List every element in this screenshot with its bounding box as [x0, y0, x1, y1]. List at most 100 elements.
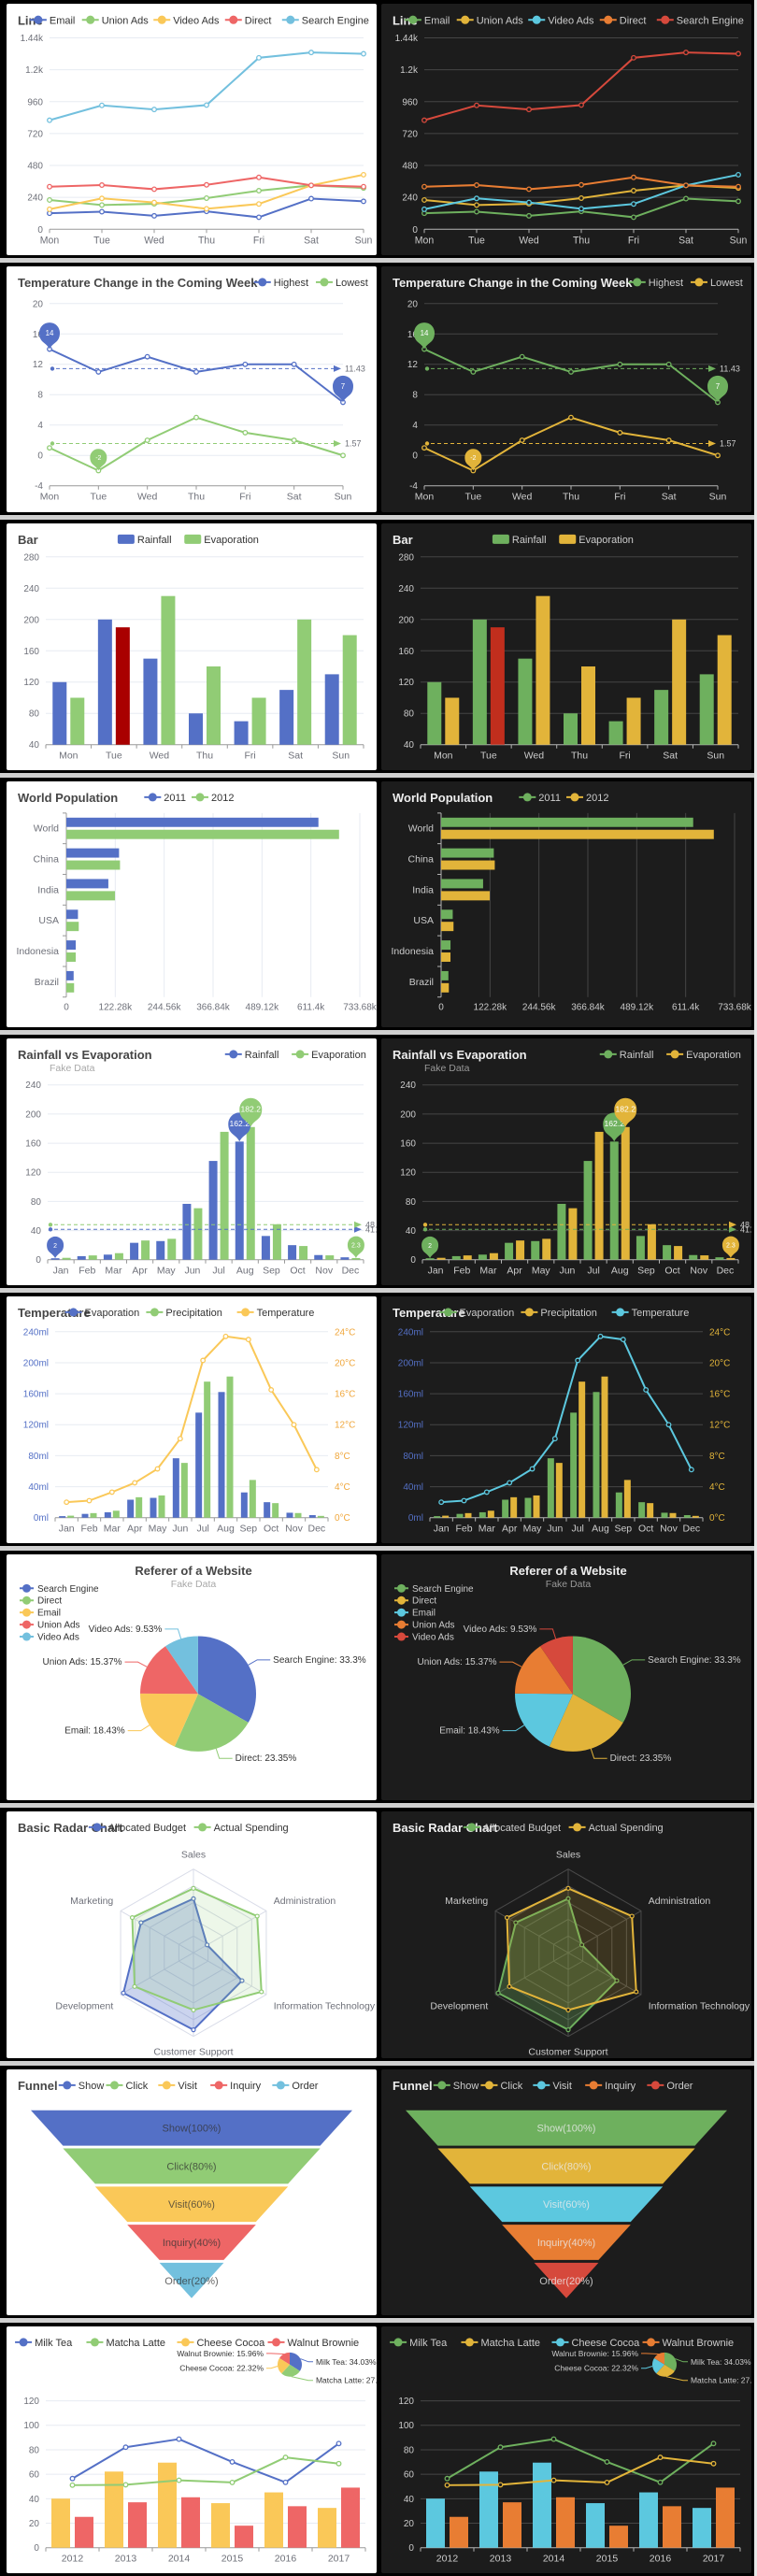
legend-item-direct[interactable]: Direct	[599, 15, 647, 26]
legend-item-evaporation[interactable]: Evaporation	[64, 1308, 140, 1319]
funnel-light-canvas[interactable]: Funnel Show Click Visit Inquiry Order Show(100…	[7, 2069, 377, 2316]
beverage-mixed-dark-canvas[interactable]: Milk Tea Matcha Latte Cheese Cocoa Walnut B…	[381, 2326, 751, 2573]
legend-item-show[interactable]: Show	[433, 2081, 479, 2092]
pie-slice-video-ads	[164, 1636, 198, 1694]
legend-item-video-ads[interactable]: Video Ads	[528, 15, 594, 26]
legend-item-allocated-budget[interactable]: Allocated Budget	[88, 1823, 186, 1834]
legend-item-walnut-brownie[interactable]: Walnut Brownie	[267, 2338, 360, 2349]
legend-item-union-ads[interactable]: Union Ads	[456, 15, 524, 26]
legend-item-search-engine[interactable]: Search Engine	[394, 1583, 474, 1594]
legend-item-video-ads[interactable]: Video Ads	[394, 1632, 454, 1642]
legend-item-order[interactable]: Order	[272, 2081, 319, 2092]
legend-item-union-ads[interactable]: Union Ads	[394, 1620, 455, 1630]
temperature-change-dark-canvas[interactable]: Temperature Change in the Coming Week Hig…	[381, 266, 751, 513]
legend-item-milk-tea[interactable]: Milk Tea	[15, 2338, 73, 2349]
legend-item-lowest[interactable]: Lowest	[315, 278, 368, 289]
legend-item-inquiry[interactable]: Inquiry	[585, 2081, 636, 2092]
legend-item-video-ads[interactable]: Video Ads	[153, 15, 220, 26]
referer-pie-dark-canvas[interactable]: Referer of a Website Fake Data Search Engi…	[381, 1554, 751, 1801]
svg-text:India: India	[37, 885, 59, 895]
legend-item-evaporation[interactable]: Evaporation	[292, 1050, 366, 1061]
legend-item-click[interactable]: Click	[480, 2081, 523, 2092]
legend-item-rainfall[interactable]: Rainfall	[492, 535, 547, 546]
line-basic-light-canvas[interactable]: Line Email Union Ads Video Ads Direct Search …	[7, 4, 377, 255]
legend-item-evaporation[interactable]: Evaporation	[184, 535, 259, 546]
legend-item-email[interactable]: Email	[394, 1608, 436, 1618]
legend-item-direct[interactable]: Direct	[20, 1596, 62, 1606]
legend-item-rainfall[interactable]: Rainfall	[224, 1050, 279, 1061]
chart-card-line-basic-dark: Line Email Union Ads Video Ads Direct Search …	[381, 4, 751, 255]
temperature-change-light-canvas[interactable]: Temperature Change in the Coming Week Hig…	[7, 266, 377, 513]
scrollbar-track[interactable]	[754, 0, 757, 2576]
bar-basic-light-canvas[interactable]: Bar Rainfall Evaporation 40 80 120 160 200 240 28…	[7, 523, 377, 770]
legend-item-email[interactable]: Email	[404, 15, 450, 26]
legend-item-rainfall[interactable]: Rainfall	[599, 1050, 654, 1061]
legend-item-2012[interactable]: 2012	[566, 793, 608, 804]
referer-pie-light-canvas[interactable]: Referer of a Website Fake Data Search Engi…	[7, 1554, 377, 1801]
legend-item-actual-spending[interactable]: Actual Spending	[193, 1823, 289, 1834]
mark-point: -2	[464, 448, 482, 471]
legend-item-milk-tea[interactable]: Milk Tea	[390, 2338, 448, 2349]
svg-text:Inquiry: Inquiry	[605, 2081, 636, 2092]
legend-item-matcha-latte[interactable]: Matcha Latte	[461, 2338, 540, 2349]
legend-item-matcha-latte[interactable]: Matcha Latte	[86, 2338, 165, 2349]
svg-text:Jun: Jun	[547, 1524, 563, 1535]
legend-item-actual-spending[interactable]: Actual Spending	[568, 1823, 664, 1834]
svg-text:Sun: Sun	[355, 235, 373, 246]
legend-item-direct[interactable]: Direct	[224, 15, 272, 26]
svg-text:Oct: Oct	[664, 1267, 679, 1277]
svg-text:4: 4	[412, 421, 418, 431]
legend-item-search-engine[interactable]: Search Engine	[281, 15, 369, 26]
legend-item-search-engine[interactable]: Search Engine	[20, 1583, 99, 1594]
legend-item-cheese-cocoa[interactable]: Cheese Cocoa	[177, 2338, 265, 2349]
legend-item-video-ads[interactable]: Video Ads	[20, 1632, 79, 1642]
svg-text:240ml: 240ml	[398, 1327, 423, 1338]
legend-item-union-ads[interactable]: Union Ads	[20, 1620, 80, 1630]
legend-item-inquiry[interactable]: Inquiry	[210, 2081, 262, 2092]
legend-item-order[interactable]: Order	[647, 2081, 693, 2092]
chart-card-temperature-change-light: Temperature Change in the Coming Week Hig…	[7, 265, 377, 513]
legend-item-click[interactable]: Click	[106, 2081, 149, 2092]
legend-item-highest[interactable]: Highest	[628, 278, 683, 289]
legend-item-rainfall[interactable]: Rainfall	[117, 535, 172, 546]
legend-item-2011[interactable]: 2011	[144, 793, 186, 804]
legend-item-precipitation[interactable]: Precipitation	[521, 1308, 597, 1319]
pie-slice-video-ads	[539, 1636, 573, 1694]
line-basic-dark-canvas[interactable]: Line Email Union Ads Video Ads Direct Search …	[381, 4, 751, 255]
legend-item-walnut-brownie[interactable]: Walnut Brownie	[642, 2338, 735, 2349]
legend-item-allocated-budget[interactable]: Allocated Budget	[463, 1823, 561, 1834]
world-population-dark-canvas[interactable]: World Population 2011 2012 0 122.28k 244.56k 3…	[381, 781, 751, 1028]
legend-item-2012[interactable]: 2012	[192, 793, 234, 804]
legend-item-show[interactable]: Show	[58, 2081, 105, 2092]
legend-item-cheese-cocoa[interactable]: Cheese Cocoa	[551, 2338, 640, 2349]
legend-item-visit[interactable]: Visit	[533, 2081, 572, 2092]
legend-item-direct[interactable]: Direct	[394, 1596, 436, 1606]
legend-item-2011[interactable]: 2011	[519, 793, 561, 804]
legend-item-email[interactable]: Email	[20, 1608, 61, 1618]
legend-item-search-engine[interactable]: Search Engine	[656, 15, 744, 26]
bar-basic-dark-canvas[interactable]: Bar Rainfall Evaporation 40 80 120 160 200 240 28…	[381, 523, 751, 770]
legend-item-evaporation[interactable]: Evaporation	[559, 535, 634, 546]
legend-item-highest[interactable]: Highest	[253, 278, 308, 289]
beverage-mixed-light-canvas[interactable]: Milk Tea Matcha Latte Cheese Cocoa Walnut B…	[7, 2326, 377, 2573]
legend-item-precipitation[interactable]: Precipitation	[146, 1308, 222, 1319]
world-population-light-canvas[interactable]: World Population 2011 2012 0 122.28k 244.56k 3…	[7, 781, 377, 1028]
legend-item-temperature[interactable]: Temperature	[236, 1308, 315, 1319]
legend-item-evaporation[interactable]: Evaporation	[439, 1308, 515, 1319]
legend-item-evaporation[interactable]: Evaporation	[666, 1050, 741, 1061]
legend-item-visit[interactable]: Visit	[158, 2081, 197, 2092]
svg-text:Mon: Mon	[40, 235, 60, 246]
svg-text:2011: 2011	[164, 793, 186, 804]
legend-item-email[interactable]: Email	[29, 15, 75, 26]
legend-item-lowest[interactable]: Lowest	[690, 278, 743, 289]
funnel-dark-canvas[interactable]: Funnel Show Click Visit Inquiry Order Show(100…	[381, 2069, 751, 2316]
legend-item-union-ads[interactable]: Union Ads	[81, 15, 150, 26]
legend-item-temperature[interactable]: Temperature	[611, 1308, 690, 1319]
funnel-stage-inquiry: Inquiry(40%)	[127, 2224, 256, 2260]
